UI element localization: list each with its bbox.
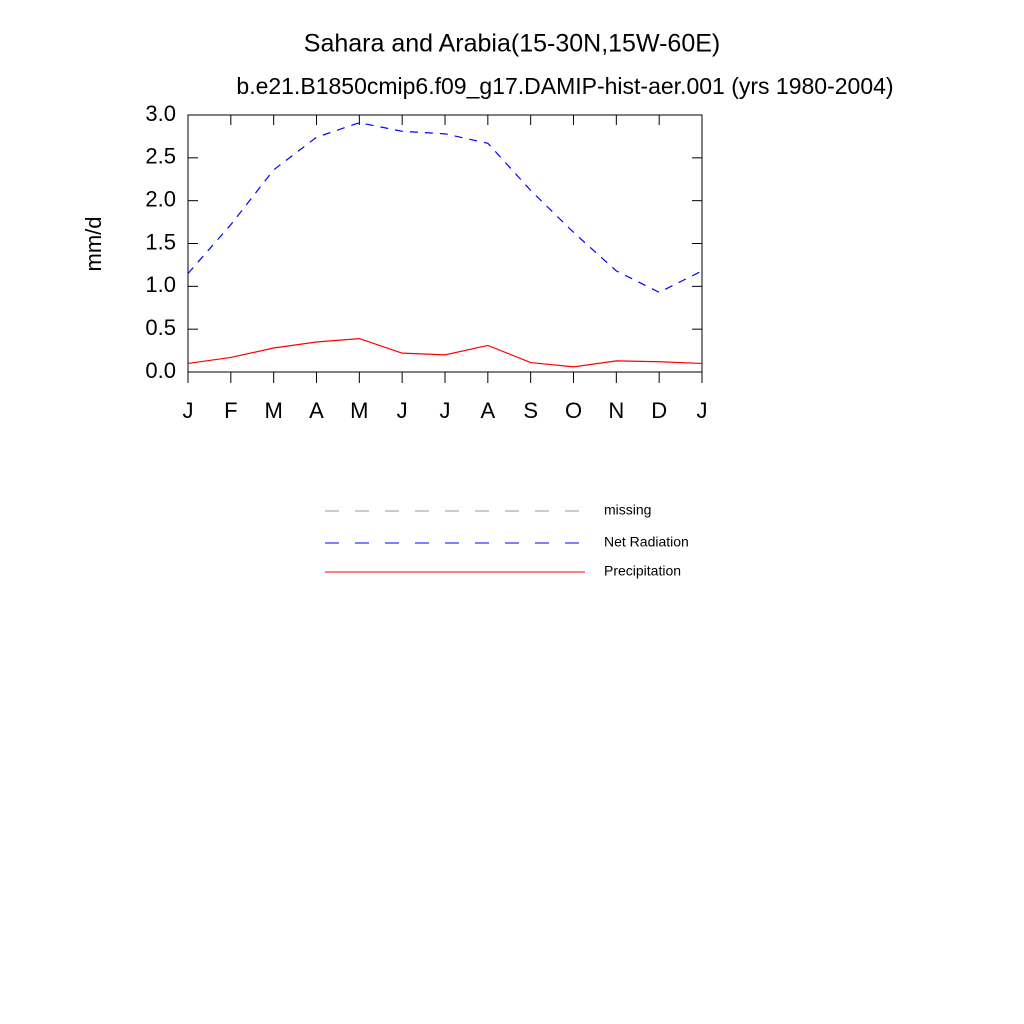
y-tick-label: 3.0 <box>145 101 176 126</box>
legend-label: Precipitation <box>604 563 681 579</box>
y-tick-label: 2.0 <box>145 186 176 211</box>
x-tick-label: J <box>440 398 451 423</box>
x-tick-label: M <box>265 398 283 423</box>
legend-label: missing <box>604 502 651 518</box>
y-tick-label: 1.5 <box>145 229 176 254</box>
x-tick-label: M <box>350 398 368 423</box>
y-axis-label: mm/d <box>81 217 106 272</box>
x-tick-label: A <box>480 398 495 423</box>
series-line <box>187 122 703 294</box>
x-tick-label: N <box>608 398 624 423</box>
y-tick-label: 2.5 <box>145 144 176 169</box>
y-tick-label: 1.0 <box>145 272 176 297</box>
x-tick-label: F <box>224 398 237 423</box>
y-tick-label: 0.5 <box>145 315 176 340</box>
legend-label: Net Radiation <box>604 534 689 550</box>
chart-subtitle: b.e21.B1850cmip6.f09_g17.DAMIP-hist-aer.… <box>236 73 893 99</box>
chart-title: Sahara and Arabia(15-30N,15W-60E) <box>304 30 720 58</box>
x-tick-label: A <box>309 398 324 423</box>
y-tick-label: 0.0 <box>145 358 176 383</box>
series-line <box>187 337 703 368</box>
x-tick-label: O <box>565 398 582 423</box>
x-tick-label: S <box>523 398 538 423</box>
x-tick-label: J <box>183 398 194 423</box>
x-tick-label: J <box>397 398 408 423</box>
plot-frame <box>187 114 703 373</box>
x-tick-label: D <box>651 398 667 423</box>
x-tick-label: J <box>697 398 708 423</box>
